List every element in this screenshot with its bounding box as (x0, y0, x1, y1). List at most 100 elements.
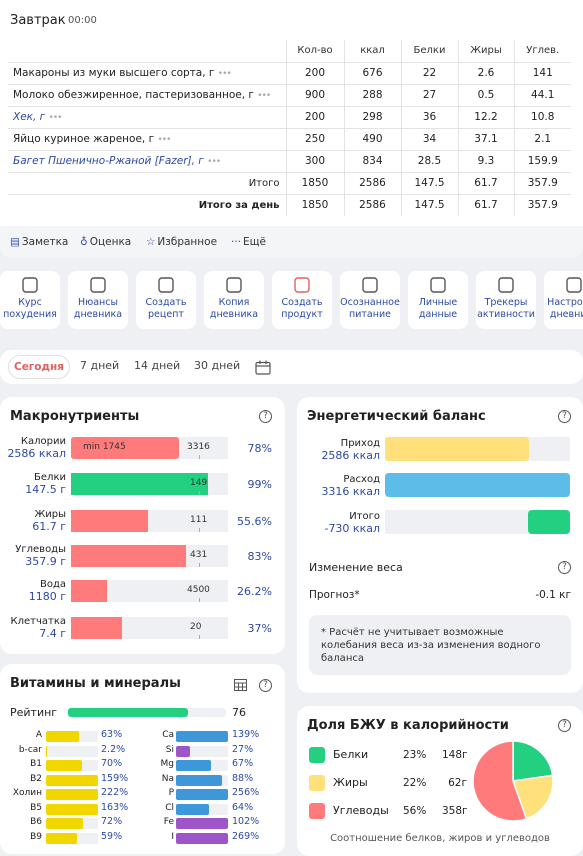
vitamin-name: B2 (30, 773, 42, 784)
bju-percent: 22% (403, 777, 427, 789)
food-carbs: 141 (513, 62, 571, 85)
food-name[interactable]: Хек, г ••• (8, 106, 286, 129)
help-icon[interactable]: ? (558, 719, 571, 732)
ellipsis-icon[interactable]: ••• (257, 91, 271, 101)
tab-today[interactable]: Сегодня (8, 355, 70, 379)
macro-bar: 111 (71, 510, 228, 532)
vitamin-name: P (168, 788, 174, 798)
meal-total-label: Итого (8, 172, 286, 195)
tool-label: Нюансы дневника (73, 297, 123, 320)
tool-recipe[interactable]: Создать рецепт (136, 271, 196, 329)
ellipsis-icon[interactable]: ••• (48, 113, 63, 123)
bju-title: Доля БЖУ в калорийности (307, 718, 509, 733)
macro-label: Жиры 61.7 г (32, 509, 66, 533)
ellipsis-icon[interactable]: ••• (157, 135, 171, 145)
vitamin-name: B1 (30, 759, 42, 769)
macro-min: min 1745 (83, 442, 126, 452)
food-name[interactable]: Макароны из муки высшего сорта, г ••• (8, 62, 286, 85)
macros-card: Макронутриенты ? Калории 2586 ккал min 174… (0, 397, 285, 654)
target-tick (199, 635, 200, 639)
bju-name: Углеводы (333, 804, 389, 817)
tool-label: Создать рецепт (145, 297, 187, 320)
energy-fill (528, 510, 570, 534)
tool-gear[interactable]: Настройки дневника (544, 271, 583, 329)
bju-grams: 62г (448, 777, 467, 789)
tool-copy[interactable]: Копия дневника (204, 271, 264, 329)
pie-slice (472, 740, 528, 822)
help-icon[interactable]: ? (558, 410, 571, 423)
note-button[interactable]: ▤ Заметка (10, 236, 69, 248)
energy-bar (385, 510, 570, 534)
help-icon[interactable]: ? (259, 679, 272, 692)
vitamin-bar (176, 789, 228, 800)
rating-bar (68, 708, 226, 717)
macro-bar: 149 (71, 473, 228, 495)
col-kcal: ккал (343, 40, 401, 63)
tool-user[interactable]: Личные данные (408, 271, 468, 329)
energy-bar (385, 437, 570, 461)
table-row[interactable]: Яйцо куриное жареное, г ••• 250 490 34 37.1 2… (8, 128, 571, 151)
bju-caption: Соотношение белков, жиров и углеводов (330, 833, 550, 844)
table-row[interactable]: Багет Пшенично-Ржаной [Fazer], г ••• 300 8… (8, 150, 571, 173)
ellipsis-icon[interactable]: ••• (217, 69, 232, 79)
macro-percent: 83% (247, 550, 272, 563)
tool-apple[interactable]: Создать продукт (272, 271, 332, 329)
bulb-icon: ♁ (80, 236, 88, 248)
tab-30-days[interactable]: 30 дней (194, 359, 241, 372)
meal-card: Завтрак 00:00 Кол-во ккал Белки Жиры Угл… (0, 0, 583, 258)
energy-card: Энергетический баланс ? Приход 2586 ккал Р… (297, 397, 583, 693)
user-icon (430, 277, 446, 293)
vitamin-bar (46, 803, 98, 815)
bju-name: Белки (333, 748, 369, 761)
tool-book[interactable]: Нюансы дневника (68, 271, 128, 329)
tab-14-days[interactable]: 14 дней (134, 359, 181, 372)
bju-card: Доля БЖУ в калорийности ? Белки 23% 148г Жи… (297, 706, 583, 856)
calendar-icon[interactable] (255, 360, 271, 375)
table-icon[interactable] (234, 679, 247, 691)
tool-tracker[interactable]: Трекеры активности (476, 271, 536, 329)
meal-total-kcal: 2586 (343, 172, 401, 195)
bju-grams: 358г (442, 805, 468, 817)
vitamin-bar (176, 731, 228, 742)
vitamin-bar (176, 803, 210, 815)
macro-label: Углеводы 357.9 г (15, 544, 66, 568)
book-icon (90, 277, 106, 293)
macro-bar: 20 (71, 617, 228, 639)
vitamin-bar (176, 745, 191, 757)
tool-scale[interactable]: Курс похудения (0, 271, 60, 329)
table-row[interactable]: Молоко обезжиренное, пастеризованное, г … (8, 84, 571, 107)
vitamin-percent: 102% (232, 816, 260, 827)
table-row[interactable]: Хек, г ••• 200 298 36 12.2 10.8 (8, 106, 571, 129)
macro-label: Калории 2586 ккал (7, 436, 66, 460)
food-name[interactable]: Молоко обезжиренное, пастеризованное, г … (8, 84, 286, 107)
vitamin-bar-bg (46, 745, 98, 757)
tool-label: Трекеры активности (477, 297, 535, 320)
help-icon[interactable]: ? (259, 410, 272, 423)
favorite-button[interactable]: ☆ Избранное (146, 236, 218, 248)
ellipsis-icon[interactable]: ••• (207, 157, 221, 167)
vitamin-percent: 72% (101, 816, 123, 827)
day-total-carbs: 357.9 (513, 194, 571, 216)
tool-bulb[interactable]: Осознанное питание (340, 271, 400, 329)
food-name[interactable]: Яйцо куриное жареное, г ••• (8, 128, 286, 151)
food-protein: 34 (400, 128, 458, 151)
meal-time[interactable]: 00:00 (68, 15, 97, 26)
food-name[interactable]: Багет Пшенично-Ржаной [Fazer], г ••• (8, 150, 286, 173)
table-row[interactable]: Макароны из муки высшего сорта, г ••• 200… (8, 62, 571, 85)
col-protein: Белки (400, 40, 458, 63)
table-header: Кол-во ккал Белки Жиры Углев. (8, 40, 571, 63)
macro-label: Клетчатка 7.4 г (10, 616, 67, 640)
tracker-icon (498, 277, 514, 293)
energy-label: Расход 3316 ккал (321, 474, 380, 498)
target-tick (199, 528, 200, 532)
help-icon[interactable]: ? (558, 561, 571, 574)
meal-total-carbs: 357.9 (513, 172, 571, 195)
vitamin-percent: 139% (232, 729, 260, 740)
more-button[interactable]: ··· Ещё (231, 236, 266, 248)
vitamin-percent: 70% (101, 758, 123, 769)
tab-7-days[interactable]: 7 дней (80, 359, 120, 372)
vitamin-percent: 159% (101, 772, 129, 784)
vitamin-percent: 59% (101, 830, 123, 842)
day-total-label: Итого за день (198, 199, 280, 211)
rate-button[interactable]: ♁ Оценка (80, 236, 132, 248)
